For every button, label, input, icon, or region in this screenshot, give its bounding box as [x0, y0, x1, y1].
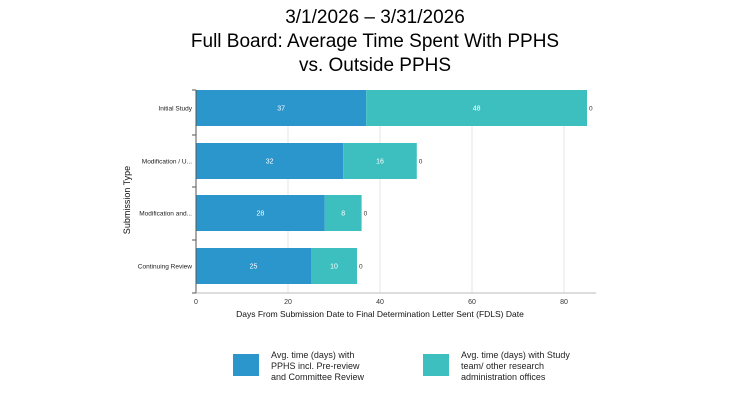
- data-label-end: 0: [364, 211, 368, 218]
- data-label-outside: 48: [473, 106, 481, 113]
- y-tick-label: Modification / U...: [142, 159, 192, 166]
- legend-swatch-outside: [423, 354, 449, 376]
- y-tick-label: Initial Study: [158, 106, 192, 113]
- data-label-outside: 10: [330, 264, 338, 271]
- bar-outside: [324, 195, 362, 231]
- bar-outside: [343, 143, 417, 179]
- legend-label-pphs: Avg. time (days) with PPHS incl. Pre-rev…: [271, 350, 365, 382]
- data-label-pphs: 32: [266, 159, 274, 166]
- x-tick-label: 60: [468, 299, 476, 306]
- bar-outside: [311, 248, 357, 284]
- title-main: Full Board: Average Time Spent With PPHS: [190, 31, 560, 52]
- x-axis-label: Days From Submission Date to Final Deter…: [236, 309, 524, 319]
- legend-swatch-pphs: [233, 354, 259, 376]
- legend-label-outside: Avg. time (days) with Study team/ other …: [461, 350, 570, 382]
- title-subtitle: vs. Outside PPHS: [298, 55, 452, 76]
- data-label-end: 0: [419, 159, 423, 166]
- y-tick-label: Modification and...: [139, 211, 192, 218]
- bars: 37 48 0 32 16 0 28 8 0 25 10 0: [196, 90, 593, 284]
- bar-pphs: [196, 248, 311, 284]
- data-label-end: 0: [589, 106, 593, 113]
- x-tick-label: 20: [284, 299, 292, 306]
- x-tick-label: 80: [560, 299, 568, 306]
- data-label-pphs: 25: [250, 264, 258, 271]
- data-label-pphs: 37: [277, 106, 285, 113]
- data-label-pphs: 28: [257, 211, 265, 218]
- bar-pphs: [196, 195, 325, 231]
- bar-pphs: [196, 143, 344, 179]
- bar-outside: [366, 90, 587, 126]
- y-tick-label: Continuing Review: [138, 264, 193, 271]
- data-label-outside: 8: [341, 211, 345, 218]
- title-date-range: 3/1/2026 – 3/31/2026: [285, 7, 465, 28]
- bar-pphs: [196, 90, 367, 126]
- chart-title: 3/1/2026 – 3/31/2026 Full Board: Average…: [0, 6, 750, 78]
- data-label-outside: 16: [376, 159, 384, 166]
- data-label-end: 0: [359, 264, 363, 271]
- y-axis-label: Submission Type: [122, 166, 132, 234]
- x-tick-label: 40: [376, 299, 384, 306]
- x-tick-label: 0: [194, 299, 198, 306]
